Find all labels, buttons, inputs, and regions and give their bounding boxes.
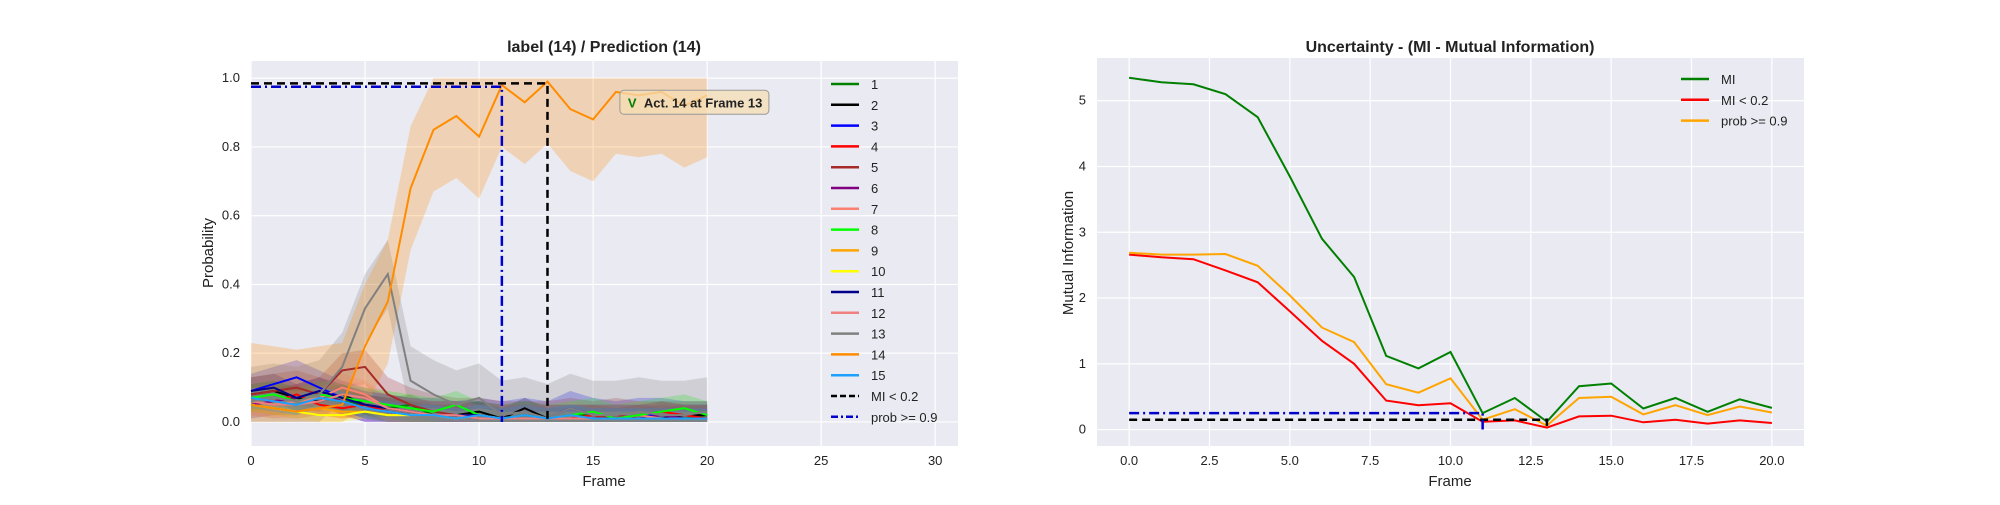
grid	[250, 61, 958, 446]
x-tick-label: 7.5	[1361, 453, 1379, 468]
legend-label: MI < 0.2	[1721, 93, 1768, 108]
y-axis-label: Mutual Information	[1060, 191, 1077, 315]
threshold-prob >= 0.9	[1129, 411, 1484, 430]
x-tick-label: 0	[247, 453, 254, 468]
band-1	[251, 387, 708, 422]
y-tick-label: 1	[1079, 356, 1086, 371]
x-tick-label: 20.0	[1759, 453, 1784, 468]
series-line-15	[250, 396, 708, 420]
legend-label: 6	[871, 181, 878, 196]
legend-label: 11	[871, 285, 885, 300]
y-tick-label: 2	[1079, 290, 1086, 305]
y-tick-label: 1.0	[222, 70, 240, 85]
x-tick-label: 0.0	[1120, 453, 1138, 468]
x-tick-labels: 0.0 2.5 5.0 7.5 10.0 12.5 15.0 17.5 20.0	[1120, 453, 1784, 468]
y-tick-label: 3	[1079, 224, 1086, 239]
legend-label: prob >= 0.9	[871, 410, 938, 425]
check-mark-icon: V	[628, 95, 637, 110]
legend-label: 3	[871, 119, 878, 134]
chart-prediction: 0 5 10 15 20 25 30 0.00.20.40.60.81.0 label (1…	[200, 39, 958, 490]
band-7	[251, 373, 708, 422]
chart-title: label (14) / Prediction (14)	[507, 39, 701, 56]
y-tick-labels: 0 1 2 3 4 5	[1079, 93, 1086, 437]
legend-label: MI	[1721, 72, 1735, 87]
x-tick-label: 25	[814, 453, 828, 468]
detection-annotation: V Act. 14 at Frame 13	[619, 89, 770, 115]
band-13	[251, 239, 708, 422]
x-tick-label: 30	[928, 453, 942, 468]
annotation-box	[619, 89, 770, 115]
y-tick-label: 4	[1079, 159, 1086, 174]
series-line-MI	[1128, 76, 1773, 424]
band-14	[251, 78, 708, 422]
annotation-text: Act. 14 at Frame 13	[644, 95, 763, 110]
y-tick-label: 0.8	[222, 139, 240, 154]
threshold-prob >= 0.9	[251, 85, 504, 422]
y-tick-label: 0.4	[222, 276, 240, 291]
x-tick-label: 17.5	[1679, 453, 1704, 468]
legend-label: 7	[871, 202, 878, 217]
threshold-MI < 0.2	[251, 82, 549, 422]
grid	[1097, 58, 1804, 446]
band-15	[251, 387, 708, 422]
series-lines	[250, 80, 708, 420]
x-tick-label: 10	[472, 453, 486, 468]
legend-label: 2	[871, 98, 878, 113]
y-axis-label: Probability	[200, 217, 217, 288]
legend-label: 1	[871, 77, 878, 92]
legend-label: 4	[871, 139, 878, 154]
band-3	[251, 360, 708, 422]
x-tick-label: 5	[361, 453, 368, 468]
x-tick-label: 20	[700, 453, 714, 468]
x-tick-label: 15.0	[1599, 453, 1624, 468]
threshold-lines	[1129, 411, 1549, 430]
series-line-prob >= 0.9	[1129, 251, 1773, 427]
legend-label: prob >= 0.9	[1721, 114, 1788, 129]
chart-title: Uncertainty - (MI - Mutual Information)	[1306, 39, 1595, 56]
band-11	[251, 373, 708, 422]
x-tick-label: 5.0	[1281, 453, 1299, 468]
legend-label: MI < 0.2	[871, 389, 918, 404]
x-tick-label: 12.5	[1518, 453, 1543, 468]
legend-label: 10	[871, 264, 885, 279]
legend-label: 14	[871, 347, 885, 362]
y-tick-label: 0.6	[222, 208, 240, 223]
y-tick-label: 0.0	[222, 414, 240, 429]
x-tick-labels: 0 5 10 15 20 25 30	[247, 453, 942, 468]
x-tick-label: 15	[586, 453, 600, 468]
x-tick-label: 10.0	[1438, 453, 1463, 468]
series-line-13	[250, 271, 708, 420]
y-tick-labels: 0.0 0.2 0.4 0.6 0.8 1.0	[222, 70, 240, 429]
y-tick-label: 0	[1079, 422, 1086, 437]
x-axis-label: Frame	[582, 473, 625, 490]
x-axis-label: Frame	[1428, 473, 1471, 490]
threshold-lines	[251, 82, 549, 422]
x-tick-label: 2.5	[1200, 453, 1218, 468]
series-line-MI < 0.2	[1129, 253, 1772, 429]
series-lines	[1128, 76, 1773, 429]
legend-label: 15	[871, 368, 885, 383]
legend-label: 5	[871, 160, 878, 175]
threshold-MI < 0.2	[1129, 418, 1549, 430]
legend-label: 8	[871, 223, 878, 238]
legend-label: 13	[871, 327, 885, 342]
legend-label: 9	[871, 243, 878, 258]
legend-label: 12	[871, 306, 885, 321]
chart-uncertainty: 0.0 2.5 5.0 7.5 10.0 12.5 15.0 17.5 20.0 012345 …	[1060, 39, 1804, 490]
y-tick-label: 5	[1079, 93, 1086, 108]
y-tick-label: 0.2	[222, 345, 240, 360]
legend: MI MI < 0.2 prob >= 0.9	[1681, 72, 1788, 129]
